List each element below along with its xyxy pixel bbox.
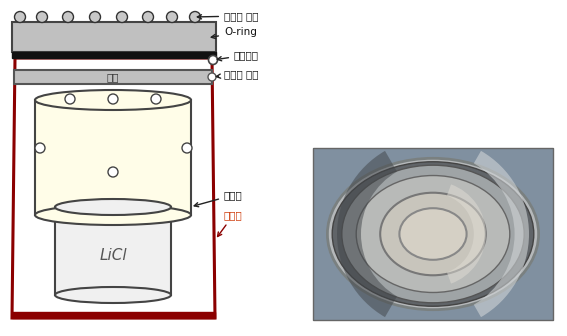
Ellipse shape [342,165,524,303]
Bar [313,148,553,320]
Text: O-ring: O-ring [211,27,257,39]
Wedge shape [447,184,486,284]
Circle shape [142,11,154,23]
Text: 진공펜프: 진공펜프 [217,50,259,61]
Bar [12,312,215,318]
Circle shape [151,94,161,104]
Circle shape [182,143,192,153]
Circle shape [189,11,201,23]
Text: 운모: 운모 [107,72,119,82]
Bar [313,148,553,320]
Circle shape [36,11,48,23]
Circle shape [35,143,45,153]
Text: 도가니: 도가니 [194,190,243,207]
Ellipse shape [399,208,467,260]
Bar [313,148,553,320]
Ellipse shape [356,175,510,292]
Text: 고온로: 고온로 [218,210,243,237]
Wedge shape [337,151,397,317]
Wedge shape [474,151,529,317]
Polygon shape [12,58,215,318]
Circle shape [167,11,177,23]
Circle shape [108,94,118,104]
Ellipse shape [327,158,539,310]
Circle shape [209,55,218,65]
Text: 운반용 고리: 운반용 고리 [216,69,259,79]
Circle shape [15,11,26,23]
Circle shape [208,73,216,81]
Ellipse shape [35,90,191,110]
Circle shape [90,11,100,23]
Circle shape [65,94,75,104]
Ellipse shape [35,205,191,225]
Ellipse shape [55,287,171,303]
Text: LiCl: LiCl [99,248,127,262]
Bar [14,70,212,84]
Bar [12,22,216,52]
Ellipse shape [55,199,171,215]
Bar [35,100,191,215]
Circle shape [108,167,118,177]
Ellipse shape [332,162,534,306]
Circle shape [116,11,128,23]
Circle shape [62,11,74,23]
Ellipse shape [380,193,486,275]
Bar [12,52,216,58]
Bar [55,207,171,295]
Text: 고정용 나사: 고정용 나사 [197,11,259,21]
